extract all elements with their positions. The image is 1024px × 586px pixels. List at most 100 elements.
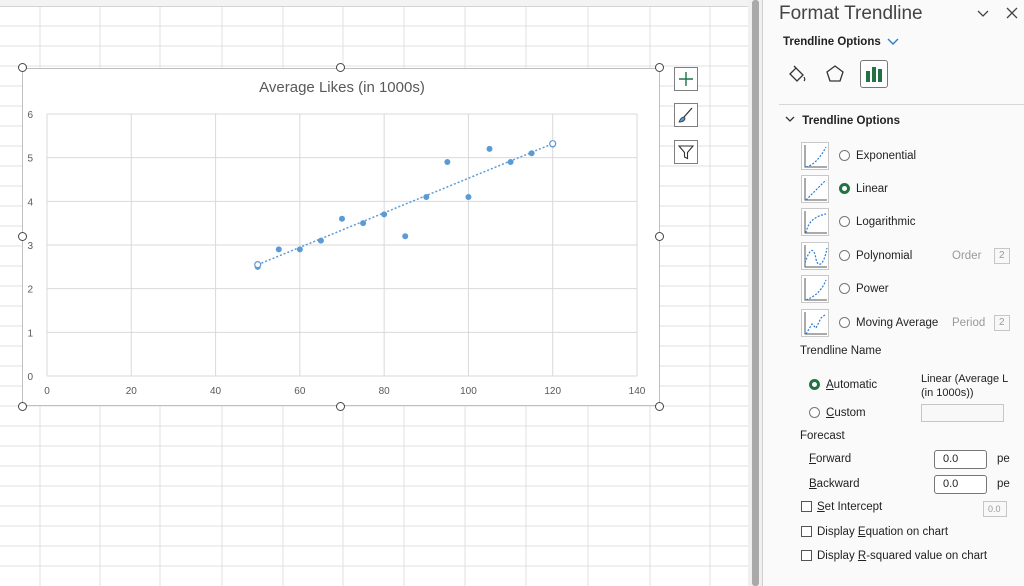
trend-type-radio[interactable] xyxy=(839,317,850,328)
display-rsquared-label[interactable]: Display R-squared value on chart xyxy=(817,550,988,562)
forward-label: Forward xyxy=(809,453,852,465)
trend-type-logarithmic[interactable]: Logarithmic xyxy=(801,208,1023,238)
fill-line-tab[interactable] xyxy=(783,60,811,88)
chart-resize-handle[interactable] xyxy=(655,63,664,72)
pane-title: Format Trendline xyxy=(779,3,923,24)
trend-type-moving-average[interactable]: Moving Average Period 2 xyxy=(801,309,1023,339)
chevron-down-icon xyxy=(785,116,795,122)
custom-radio[interactable] xyxy=(809,407,820,418)
x-tick-label: 120 xyxy=(544,386,561,397)
trendline-options-tab[interactable] xyxy=(860,60,888,88)
trendline-endpoint-handle xyxy=(254,261,262,269)
x-tick-label: 60 xyxy=(294,386,306,397)
custom-label-text: ustom xyxy=(834,407,866,419)
trend-type-exponential[interactable]: Exponential xyxy=(801,142,1023,172)
chart-plot: 0 20 40 60 80 100 120 140 0 1 2 3 4 5 6 xyxy=(27,110,645,397)
chevron-down-icon xyxy=(887,38,899,45)
x-tick-label: 100 xyxy=(460,386,477,397)
trend-type-radio[interactable] xyxy=(839,250,850,261)
scatter-chart[interactable]: Average Likes (in 1000s) 0 20 40 60 80 100 120… xyxy=(22,68,660,406)
section-header-label: Trendline Options xyxy=(802,115,900,127)
backward-unit: pe xyxy=(997,478,1010,490)
display-equation-label[interactable]: Display Equation on chart xyxy=(817,526,949,538)
chart-resize-handle[interactable] xyxy=(18,63,27,72)
backward-input[interactable]: 0.0 xyxy=(934,475,987,494)
backward-label: Backward xyxy=(809,478,860,490)
chart-resize-handle[interactable] xyxy=(18,232,27,241)
trend-type-radio[interactable] xyxy=(839,283,850,294)
chart-title[interactable]: Average Likes (in 1000s) xyxy=(259,79,425,96)
data-point xyxy=(402,233,409,240)
dropdown-label: Trendline Options xyxy=(783,36,881,48)
y-tick-label: 2 xyxy=(27,285,33,296)
effects-tab[interactable] xyxy=(821,60,849,88)
trend-type-linear[interactable]: Linear xyxy=(801,175,1023,205)
column-header-strip xyxy=(0,0,748,7)
trendline-options-dropdown[interactable]: Trendline Options xyxy=(783,36,899,48)
y-tick-label: 3 xyxy=(27,241,33,252)
automatic-radio[interactable] xyxy=(809,379,820,390)
x-tick-label: 0 xyxy=(44,386,50,397)
forward-input[interactable]: 0.0 xyxy=(934,450,987,469)
y-tick-label: 0 xyxy=(27,372,33,383)
chart-resize-handle[interactable] xyxy=(655,232,664,241)
trend-preview-icon xyxy=(801,309,829,337)
chart-elements-button[interactable] xyxy=(674,67,698,91)
chart-resize-handle[interactable] xyxy=(18,402,27,411)
trend-preview-icon xyxy=(801,242,829,270)
worksheet-grid[interactable]: Average Likes (in 1000s) 0 20 40 60 80 100 120… xyxy=(0,0,748,586)
trend-type-polynomial[interactable]: Polynomial Order 2 xyxy=(801,242,1023,272)
data-point xyxy=(444,159,451,166)
trend-extra-label: Period xyxy=(952,317,986,329)
set-intercept-label-text: et Intercept xyxy=(824,501,883,513)
custom-label[interactable]: Custom xyxy=(826,407,866,419)
plus-icon xyxy=(679,72,693,86)
trend-type-label[interactable]: Power xyxy=(856,283,889,295)
display-equation-checkbox[interactable] xyxy=(801,526,812,537)
close-icon[interactable] xyxy=(1005,6,1019,23)
pane-divider xyxy=(762,0,763,586)
backward-label-text: ackward xyxy=(816,478,860,490)
chart-resize-handle[interactable] xyxy=(336,402,345,411)
linear-trendline xyxy=(257,142,553,266)
custom-name-input[interactable] xyxy=(921,404,1004,422)
trend-preview-icon xyxy=(801,208,829,236)
trend-type-radio[interactable] xyxy=(839,216,850,227)
x-tick-label: 40 xyxy=(210,386,222,397)
data-point xyxy=(296,246,303,253)
set-intercept-label[interactable]: Set Intercept xyxy=(817,501,883,513)
trend-type-power[interactable]: Power xyxy=(801,275,1023,305)
data-point xyxy=(275,246,282,253)
trend-extra-input[interactable]: 2 xyxy=(994,315,1010,331)
data-point xyxy=(528,150,535,157)
data-point xyxy=(423,193,430,200)
trend-extra-input[interactable]: 2 xyxy=(994,248,1010,264)
trend-type-radio[interactable] xyxy=(839,183,850,194)
chart-resize-handle[interactable] xyxy=(336,63,345,72)
chart-filters-button[interactable] xyxy=(674,140,698,164)
trendline-endpoint-handle xyxy=(549,140,557,148)
set-intercept-checkbox[interactable] xyxy=(801,501,812,512)
scrollbar-thumb[interactable] xyxy=(752,0,759,586)
trend-type-label[interactable]: Moving Average xyxy=(856,317,939,329)
trend-type-radio[interactable] xyxy=(839,150,850,161)
chart-styles-button[interactable] xyxy=(674,103,698,127)
data-point xyxy=(339,215,345,222)
automatic-name-value: Linear (Average L (in 1000s)) xyxy=(921,373,1009,399)
set-intercept-input[interactable]: 0.0 xyxy=(983,501,1007,517)
pane-options-chevron-icon[interactable] xyxy=(976,6,990,23)
trend-type-label[interactable]: Linear xyxy=(856,183,888,195)
trend-type-label[interactable]: Exponential xyxy=(856,150,917,162)
paintbrush-icon xyxy=(678,107,693,123)
y-tick-label: 6 xyxy=(27,110,33,121)
trend-extra-label: Order xyxy=(952,250,982,262)
forecast-label: Forecast xyxy=(800,430,845,442)
automatic-label[interactable]: Automatic xyxy=(826,379,878,391)
display-rsquared-checkbox[interactable] xyxy=(801,550,812,561)
chart-resize-handle[interactable] xyxy=(655,402,664,411)
trend-type-label[interactable]: Polynomial xyxy=(856,250,913,262)
data-point xyxy=(465,193,472,200)
data-point xyxy=(360,220,367,227)
trendline-options-section-header[interactable]: Trendline Options xyxy=(785,114,900,127)
trend-type-label[interactable]: Logarithmic xyxy=(856,216,916,228)
